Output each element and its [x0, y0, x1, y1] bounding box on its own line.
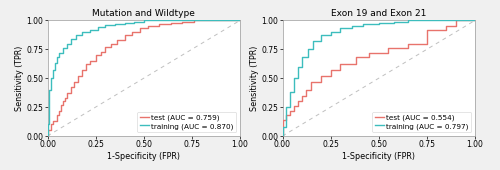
- Title: Exon 19 and Exon 21: Exon 19 and Exon 21: [331, 9, 426, 18]
- Y-axis label: Sensitivity (TPR): Sensitivity (TPR): [14, 46, 24, 111]
- Legend: test (AUC = 0.759), training (AUC = 0.870): test (AUC = 0.759), training (AUC = 0.87…: [138, 112, 236, 132]
- X-axis label: 1-Specificity (FPR): 1-Specificity (FPR): [107, 152, 180, 161]
- Legend: test (AUC = 0.554), training (AUC = 0.797): test (AUC = 0.554), training (AUC = 0.79…: [372, 112, 472, 132]
- Title: Mutation and Wildtype: Mutation and Wildtype: [92, 9, 195, 18]
- X-axis label: 1-Specificity (FPR): 1-Specificity (FPR): [342, 152, 415, 161]
- Y-axis label: Sensitivity (TPR): Sensitivity (TPR): [250, 46, 258, 111]
